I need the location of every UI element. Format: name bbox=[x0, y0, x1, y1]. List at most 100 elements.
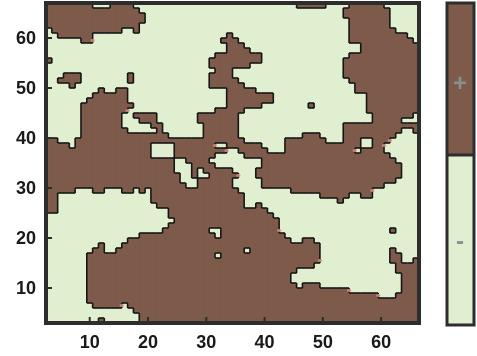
domain-cell-plus bbox=[384, 313, 391, 319]
domain-cell-plus bbox=[63, 143, 70, 149]
domain-cell-plus bbox=[69, 188, 76, 194]
domain-cell-plus bbox=[296, 253, 303, 259]
domain-cell-plus bbox=[226, 38, 233, 44]
domain-cell-plus bbox=[57, 168, 64, 174]
domain-cell-plus bbox=[145, 273, 152, 279]
domain-cell-plus bbox=[249, 273, 257, 279]
domain-cell-plus bbox=[296, 178, 303, 184]
domain-cell-plus bbox=[150, 188, 158, 194]
domain-cell-plus bbox=[384, 153, 391, 159]
domain-cell-plus bbox=[343, 178, 350, 184]
domain-cell-plus bbox=[174, 318, 181, 323]
domain-cell-plus bbox=[366, 68, 373, 74]
domain-cell-plus bbox=[232, 108, 239, 114]
domain-cell-plus bbox=[308, 153, 315, 159]
y-tick-label: 10 bbox=[16, 278, 36, 298]
domain-cell-plus bbox=[401, 108, 408, 114]
domain-cell-plus bbox=[86, 13, 94, 19]
domain-cell-plus bbox=[127, 188, 134, 194]
domain-cell-plus bbox=[209, 63, 216, 69]
domain-cell-plus bbox=[145, 173, 152, 179]
domain-cell-plus bbox=[209, 138, 216, 144]
domain-cell-plus bbox=[249, 233, 257, 239]
domain-cell-plus bbox=[98, 143, 105, 149]
domain-cell-plus bbox=[209, 188, 216, 194]
domain-cell-plus bbox=[337, 188, 344, 194]
domain-cell-plus bbox=[407, 318, 414, 323]
domain-cell-plus bbox=[360, 48, 367, 54]
domain-cell-plus bbox=[290, 263, 298, 269]
domain-cell-plus bbox=[343, 298, 350, 304]
domain-cell-plus bbox=[46, 168, 53, 174]
domain-cell-plus bbox=[75, 18, 82, 24]
domain-cell-plus bbox=[150, 273, 158, 279]
domain-cell-plus bbox=[168, 278, 175, 284]
domain-cell-plus bbox=[273, 243, 280, 249]
domain-cell-plus bbox=[75, 28, 82, 34]
domain-cell-plus bbox=[220, 63, 228, 69]
domain-cell-plus bbox=[349, 128, 356, 134]
domain-cell-plus bbox=[273, 233, 280, 239]
domain-cell-plus bbox=[413, 313, 419, 319]
domain-cell-plus bbox=[372, 48, 379, 54]
domain-cell-plus bbox=[226, 298, 233, 304]
y-tick-label: 20 bbox=[16, 228, 36, 248]
domain-cell-plus bbox=[389, 253, 397, 259]
domain-cell-plus bbox=[343, 123, 350, 129]
domain-cell-plus bbox=[267, 288, 274, 294]
domain-cell-plus bbox=[215, 123, 222, 129]
domain-cell-plus bbox=[162, 188, 169, 194]
domain-cell-plus bbox=[98, 183, 105, 189]
domain-cell-plus bbox=[244, 93, 251, 99]
domain-cell-plus bbox=[75, 163, 82, 169]
domain-cell-plus bbox=[220, 183, 228, 189]
domain-cell-plus bbox=[238, 218, 245, 224]
domain-cell-plus bbox=[325, 183, 332, 189]
domain-cell-plus bbox=[255, 93, 263, 99]
domain-cell-plus bbox=[413, 98, 419, 104]
domain-cell-plus bbox=[57, 188, 64, 194]
domain-cell-plus bbox=[302, 168, 309, 174]
domain-cell-plus bbox=[162, 178, 169, 184]
domain-cell-plus bbox=[354, 163, 362, 169]
domain-cell-plus bbox=[174, 218, 181, 224]
domain-cell-plus bbox=[308, 238, 315, 244]
domain-cell-plus bbox=[51, 208, 59, 214]
domain-cell-plus bbox=[145, 313, 152, 319]
domain-cell-plus bbox=[80, 123, 88, 129]
domain-cell-plus bbox=[366, 73, 373, 79]
domain-cell-plus bbox=[75, 178, 82, 184]
domain-cell-plus bbox=[150, 263, 158, 269]
domain-cell-plus bbox=[185, 243, 193, 249]
domain-cell-plus bbox=[180, 223, 187, 229]
domain-cell-plus bbox=[133, 268, 140, 274]
domain-cell-plus bbox=[372, 3, 379, 9]
domain-cell-plus bbox=[366, 3, 373, 9]
domain-cell-plus bbox=[110, 18, 117, 24]
domain-cell-plus bbox=[133, 133, 140, 139]
domain-cell-plus bbox=[127, 168, 134, 174]
domain-cell-plus bbox=[156, 318, 163, 323]
domain-cell-plus bbox=[75, 173, 82, 179]
domain-cell-plus bbox=[156, 253, 163, 259]
domain-cell-plus bbox=[104, 103, 111, 109]
domain-cell-plus bbox=[255, 213, 263, 219]
domain-cell-plus bbox=[139, 243, 146, 249]
domain-cell-plus bbox=[46, 143, 53, 149]
domain-cell-plus bbox=[203, 168, 210, 174]
domain-cell-plus bbox=[86, 253, 94, 259]
domain-cell-plus bbox=[378, 98, 385, 104]
domain-cell-plus bbox=[80, 28, 88, 34]
domain-cell-plus bbox=[395, 88, 402, 94]
domain-cell-plus bbox=[185, 213, 193, 219]
domain-cell-plus bbox=[372, 108, 379, 114]
domain-cell-plus bbox=[69, 8, 76, 14]
domain-cell-plus bbox=[46, 188, 53, 194]
domain-cell-plus bbox=[273, 308, 280, 314]
domain-cell-plus bbox=[156, 158, 163, 164]
domain-cell-plus bbox=[378, 53, 385, 59]
domain-cell-plus bbox=[92, 268, 99, 274]
domain-cell-plus bbox=[389, 308, 397, 314]
domain-cell-plus bbox=[174, 208, 181, 214]
domain-cell-plus bbox=[244, 268, 251, 274]
